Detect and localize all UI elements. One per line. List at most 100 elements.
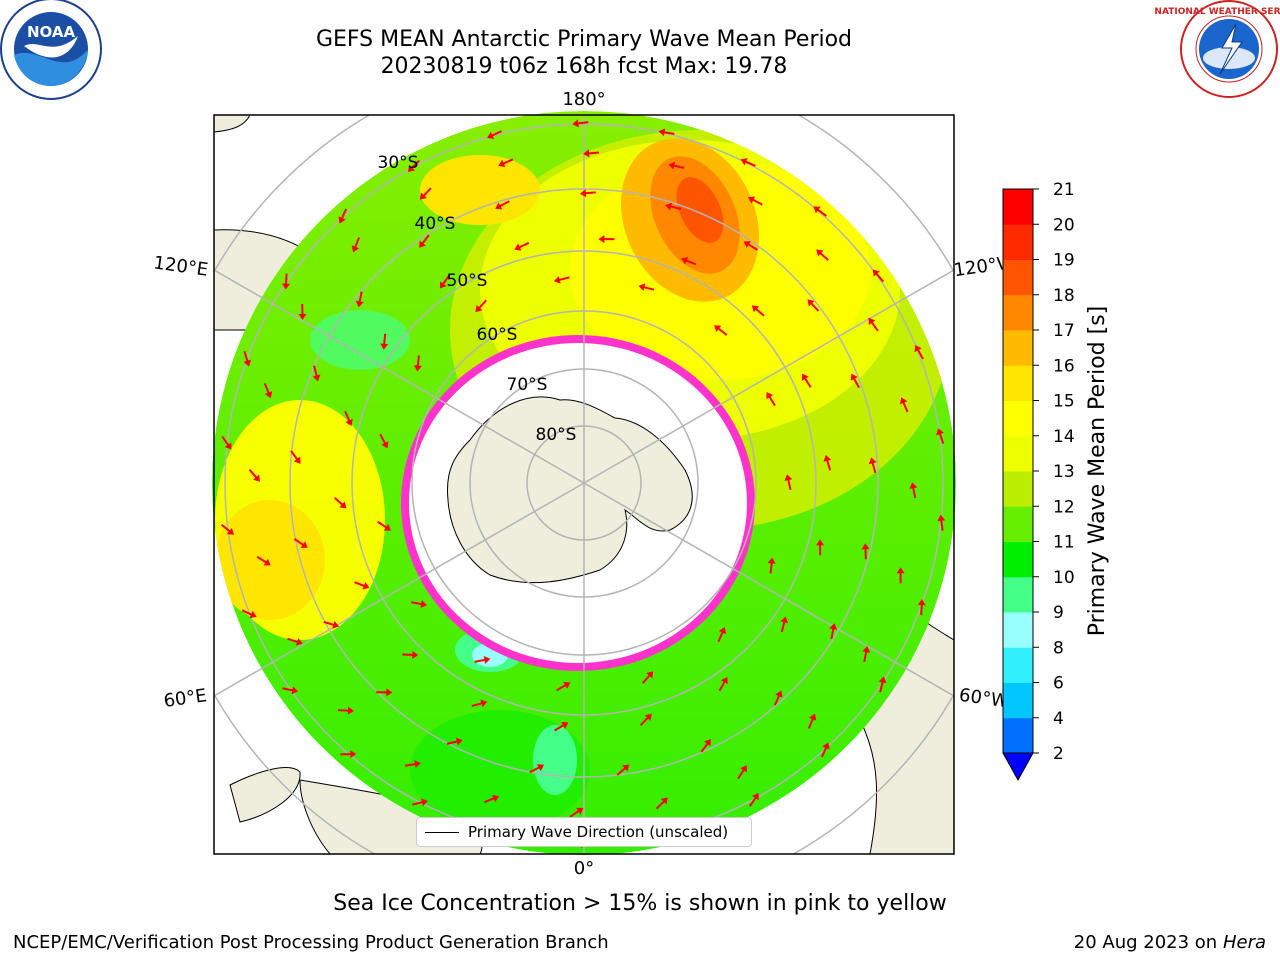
wave-arrow [419, 187, 432, 200]
lat-label-30s: 30°S [378, 153, 419, 173]
wave-arrow [446, 737, 463, 746]
wave-arrow [639, 713, 652, 726]
wave-arrow [816, 249, 829, 261]
wave-arrow [498, 158, 514, 168]
wave-arrow [323, 620, 340, 629]
wave-arrow [379, 433, 389, 449]
wave-arrow [293, 538, 308, 548]
wave-arrow [658, 128, 675, 137]
colorbar-band [1003, 682, 1033, 719]
wave-arrow [282, 273, 291, 290]
colorbar-tick-label: 9 [1053, 603, 1064, 623]
wave-arrow [220, 523, 235, 535]
colorbar-band [1003, 400, 1033, 437]
colorbar: 2 4 6 8 9 10 11 12 13 14 15 16 17 18 19 20 21 Primary Wa… [1002, 180, 1110, 782]
wave-arrow [861, 543, 870, 560]
lat-label-60s: 60°S [477, 325, 518, 345]
noaa-logo: NOAA [0, 0, 102, 100]
wave-arrow [748, 196, 763, 206]
wave-arrow [487, 130, 502, 139]
chart-title: GEFS MEAN Antarctic Primary Wave Mean Pe… [315, 27, 853, 52]
wave-arrow [475, 299, 487, 313]
wave-arrow [807, 299, 820, 312]
lat-label-70s: 70°S [507, 375, 548, 395]
nws-logo: NATIONAL WEATHER SERVICE [1154, 0, 1280, 98]
wave-arrow [256, 555, 271, 566]
antarctica-region [401, 335, 755, 671]
wave-arrow [413, 355, 422, 372]
colorbar-band [1003, 717, 1033, 754]
wave-arrow [556, 681, 571, 692]
footer-date: 20 Aug 2023 on Hera [1074, 932, 1266, 953]
wave-arrow [665, 202, 682, 211]
wave-arrow [899, 397, 909, 413]
wave-arrow [936, 428, 945, 444]
wave-arrow [743, 241, 758, 251]
lon-label-0: 0° [574, 858, 594, 879]
colorbar-tick-label: 20 [1053, 215, 1075, 235]
colorbar-tick-label: 19 [1053, 251, 1075, 271]
colorbar-tick-label: 10 [1053, 568, 1075, 588]
colorbar-bands [1003, 189, 1033, 754]
colorbar-tick-label: 8 [1053, 638, 1064, 658]
colorbar-tick-label: 18 [1053, 286, 1075, 306]
wave-arrow [829, 623, 838, 640]
wave-arrow [813, 206, 827, 217]
wave-arrow [816, 539, 825, 556]
colorbar-band [1003, 612, 1033, 648]
wave-arrow [412, 798, 428, 807]
lon-label-60e: 60°E [162, 685, 208, 712]
wave-arrow [868, 457, 877, 474]
lon-label-60w: 60°W [958, 685, 1010, 713]
colorbar-tick-label: 11 [1053, 533, 1075, 553]
wave-arrow [862, 646, 871, 663]
wave-arrow [784, 474, 793, 491]
wave-arrow [263, 382, 273, 399]
lat-label-50s: 50°S [447, 271, 488, 291]
wave-arrow [355, 291, 364, 308]
wave-arrow [404, 760, 421, 769]
lon-label-180: 180° [562, 89, 605, 110]
wave-arrow [751, 305, 765, 317]
wave-arrow [354, 581, 370, 590]
wave-arrow [298, 303, 307, 320]
wave-arrow [872, 269, 885, 283]
colorbar-band [1003, 541, 1033, 578]
wave-arrow [471, 699, 488, 708]
wave-arrow [337, 706, 354, 715]
wave-arrow [668, 161, 685, 170]
colorbar-band [1003, 330, 1033, 366]
wave-arrow [290, 450, 301, 464]
wave-arrow [740, 158, 756, 167]
wave-arrow [714, 325, 728, 336]
wave-arrow [338, 208, 348, 224]
colorbar-tick-label: 2 [1053, 744, 1064, 764]
wave-arrow [914, 344, 924, 360]
wave-arrow [333, 496, 347, 509]
wave-arrow [287, 637, 303, 646]
wave-arrow [681, 256, 697, 266]
wave-arrow [282, 686, 299, 695]
wave-arrow [700, 739, 711, 753]
wave-direction-arrows [220, 119, 946, 848]
wave-arrow [807, 713, 817, 729]
wave-arrow [655, 797, 668, 810]
colorbar-band [1003, 365, 1033, 401]
wave-arrow [312, 365, 321, 382]
wave-arrow [407, 159, 420, 172]
wave-arrow [495, 200, 510, 210]
colorbar-band [1003, 576, 1033, 613]
wave-arrow [737, 765, 747, 780]
footer-machine: Hera [1222, 932, 1266, 953]
colorbar-band [1003, 189, 1033, 225]
wave-arrow [638, 283, 655, 292]
wave-arrow [917, 599, 926, 616]
wave-arrow [641, 671, 654, 684]
colorbar-band [1003, 435, 1033, 472]
wave-arrow [419, 234, 430, 248]
colorbar-band [1003, 259, 1033, 296]
wave-arrow [243, 350, 252, 367]
wave-arrow [616, 764, 630, 776]
wave-arrow [529, 764, 545, 774]
